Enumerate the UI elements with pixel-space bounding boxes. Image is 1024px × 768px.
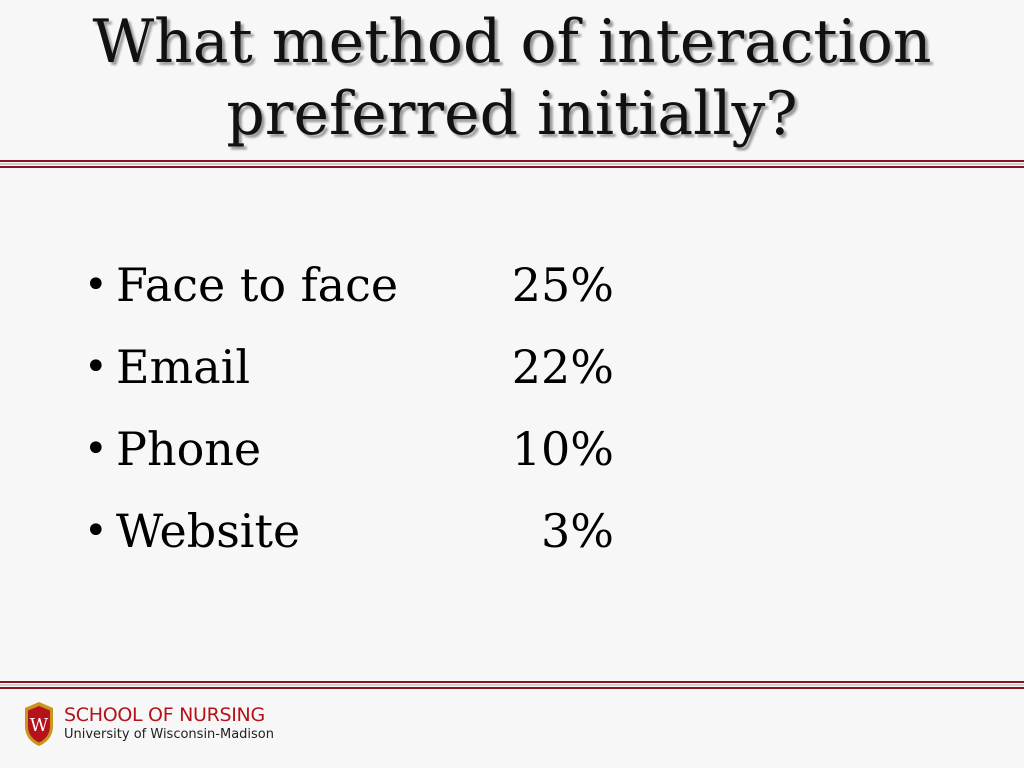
bullet-list: • Face to face 25% • Email 22% • Phone 1… <box>84 244 614 572</box>
svg-text:W: W <box>30 715 49 736</box>
bullet-icon: • <box>84 508 108 554</box>
org-subtitle: University of Wisconsin-Madison <box>64 727 274 742</box>
bullet-icon: • <box>84 426 108 472</box>
item-label: Face to face <box>116 258 399 312</box>
org-text: SCHOOL OF NURSING University of Wisconsi… <box>64 704 274 744</box>
crest-icon: W <box>25 702 53 746</box>
title-line-1: What method of interaction <box>92 7 932 77</box>
slide-title: What method of interaction preferred ini… <box>0 6 1024 150</box>
item-label: Email <box>116 340 251 394</box>
org-name: SCHOOL OF NURSING <box>64 704 265 726</box>
title-divider <box>0 160 1024 168</box>
footer-divider <box>0 681 1024 689</box>
item-value: 22% <box>511 340 614 394</box>
list-item: • Email 22% <box>84 326 614 408</box>
item-value: 10% <box>511 422 614 476</box>
bullet-icon: • <box>84 262 108 308</box>
item-label: Website <box>116 504 301 558</box>
item-value: 25% <box>511 258 614 312</box>
item-label: Phone <box>116 422 262 476</box>
list-item: • Face to face 25% <box>84 244 614 326</box>
footer-logo: W SCHOOL OF NURSING University of Wiscon… <box>22 700 274 748</box>
bullet-icon: • <box>84 344 108 390</box>
item-value: 3% <box>541 504 614 558</box>
list-item: • Phone 10% <box>84 408 614 490</box>
list-item: • Website 3% <box>84 490 614 572</box>
title-line-2: preferred initially? <box>226 79 798 149</box>
